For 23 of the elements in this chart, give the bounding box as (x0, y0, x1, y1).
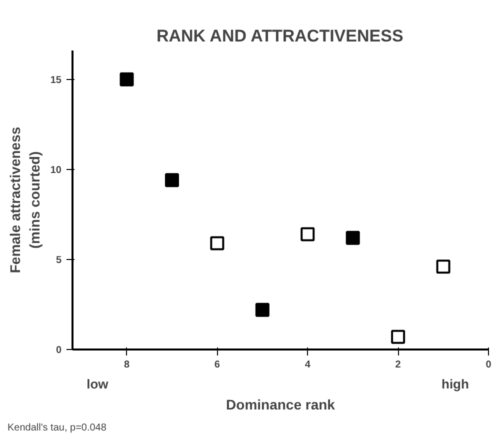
y-tick-label: 0 (56, 345, 62, 356)
x-tick-label: 0 (486, 360, 492, 370)
point (300, 227, 315, 242)
point (346, 230, 360, 245)
x-tick-label: 6 (214, 360, 220, 370)
y-axis-title: Female attractiveness (mins courted) (7, 126, 42, 274)
x-tick-label: 4 (304, 360, 311, 370)
x-tick-label: 8 (124, 360, 130, 370)
text: low (86, 376, 110, 392)
y-tick-label: 15 (50, 74, 62, 86)
x-axis-title: Dominance rank (226, 396, 336, 412)
y-tick-label: 10 (50, 164, 62, 176)
point (120, 72, 134, 86)
chart-title: RANK AND ATTRACTIVENESS (156, 26, 404, 46)
text: Kendall's tau, p=0.048 (8, 422, 107, 434)
point (436, 260, 450, 274)
y-tick-label: 5 (56, 254, 62, 266)
text: high (442, 376, 469, 392)
point (210, 236, 224, 250)
x-tick-label: 2 (395, 360, 402, 370)
point (255, 302, 270, 317)
point (391, 330, 406, 344)
point (164, 173, 179, 188)
